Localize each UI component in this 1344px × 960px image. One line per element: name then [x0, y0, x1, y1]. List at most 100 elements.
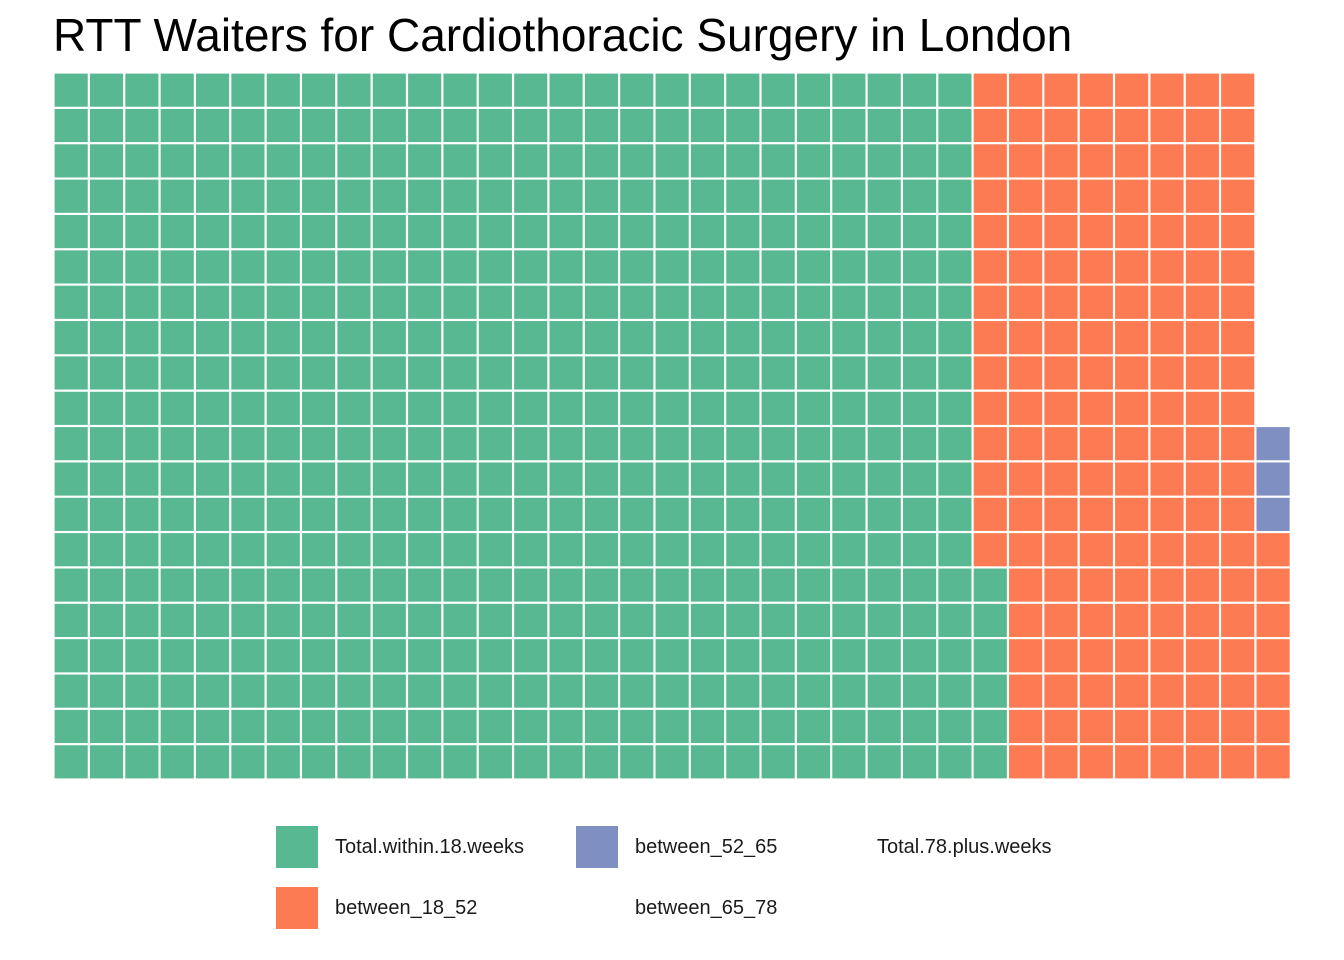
waffle-cell-1-382	[726, 709, 760, 744]
waffle-cell-2-104	[1150, 427, 1184, 461]
waffle-cell-1-113	[231, 321, 265, 355]
waffle-cell-2-65	[1079, 391, 1113, 425]
waffle-cell-1-102	[231, 709, 265, 744]
waffle-cell-2-64	[1079, 427, 1113, 461]
waffle-cell-1-339	[620, 108, 654, 143]
waffle-cell-1-524	[973, 639, 1007, 673]
waffle-cell-1-3	[54, 674, 88, 708]
waffle-cell-2-161	[1256, 533, 1290, 567]
waffle-cell-1-60	[125, 73, 159, 107]
waffle-cell-2-117	[1185, 674, 1219, 708]
waffle-cell-2-88	[1115, 285, 1149, 319]
waffle-cell-1-355	[655, 250, 689, 284]
waffle-cell-1-4	[54, 639, 88, 673]
waffle-cell-1-95	[196, 250, 230, 284]
waffle-cell-1-413	[761, 321, 795, 355]
waffle-cell-1-315	[584, 250, 618, 284]
waffle-cell-1-230	[443, 427, 477, 461]
waffle-cell-1-345	[655, 603, 689, 637]
waffle-cell-1-503	[938, 674, 972, 708]
waffle-cell-1-387	[726, 533, 760, 567]
waffle-cell-2-45	[1044, 391, 1078, 425]
waffle-cell-1-73	[160, 321, 194, 355]
waffle-cell-1-375	[690, 250, 725, 284]
waffle-cell-1-363	[690, 674, 725, 708]
waffle-cell-1-328	[620, 497, 654, 531]
waffle-cell-1-133	[266, 321, 300, 355]
waffle-cell-2-20	[1009, 568, 1043, 602]
waffle-cell-1-427	[796, 533, 831, 567]
waffle-cell-1-170	[337, 427, 371, 461]
legend-key-between-52-65	[576, 826, 618, 868]
waffle-cell-2-57	[1079, 674, 1113, 708]
waffle-cell-1-137	[266, 179, 300, 213]
waffle-cell-1-51	[125, 391, 159, 425]
waffle-cell-1-184	[372, 639, 406, 673]
waffle-cell-1-403	[761, 674, 795, 708]
waffle-cell-1-469	[867, 462, 901, 496]
waffle-cell-2-128	[1185, 285, 1219, 319]
waffle-cell-1-121	[266, 745, 300, 779]
waffle-cell-1-467	[867, 533, 901, 567]
waffle-cell-1-264	[514, 639, 548, 673]
waffle-cell-1-371	[690, 391, 725, 425]
waffle-cell-2-10	[973, 215, 1007, 249]
waffle-cell-1-509	[938, 462, 972, 496]
waffle-cell-1-377	[690, 179, 725, 213]
waffle-cell-1-182	[372, 709, 406, 744]
waffle-cell-2-9	[973, 250, 1007, 284]
waffle-cell-1-52	[125, 356, 159, 390]
waffle-cell-2-69	[1079, 250, 1113, 284]
waffle-cell-1-430	[796, 427, 831, 461]
waffle-cell-1-124	[266, 639, 300, 673]
waffle-cell-1-372	[690, 356, 725, 390]
waffle-cell-2-147	[1221, 321, 1255, 355]
waffle-cell-1-150	[302, 427, 336, 461]
waffle-cell-1-203	[408, 674, 442, 708]
waffle-cell-1-120	[231, 73, 265, 107]
waffle-cell-1-457	[832, 179, 866, 213]
waffle-cell-1-14	[54, 285, 88, 319]
waffle-cell-2-155	[1256, 745, 1290, 779]
waffle-cell-1-418	[761, 144, 795, 178]
waffle-cell-1-476	[867, 215, 901, 249]
waffle-cell-1-66	[160, 568, 194, 602]
waffle-cell-1-432	[796, 356, 831, 390]
waffle-cell-1-18	[54, 144, 88, 178]
waffle-cell-1-17	[54, 179, 88, 213]
waffle-cell-1-253	[478, 321, 512, 355]
waffle-cell-2-61	[1079, 533, 1113, 567]
waffle-cell-1-123	[266, 674, 300, 708]
waffle-cell-1-421	[796, 745, 831, 779]
waffle-cell-1-141	[302, 745, 336, 779]
waffle-cell-1-234	[443, 285, 477, 319]
waffle-cell-1-449	[832, 462, 866, 496]
waffle-cell-1-148	[302, 497, 336, 531]
waffle-cell-1-70	[160, 427, 194, 461]
waffle-cell-1-479	[867, 108, 901, 143]
waffle-cell-2-124	[1185, 427, 1219, 461]
waffle-cell-2-94	[1115, 73, 1149, 107]
waffle-cell-1-460	[832, 73, 866, 107]
waffle-cell-1-452	[832, 356, 866, 390]
legend-label-between-52-65: between_52_65	[635, 835, 778, 858]
waffle-cell-2-26	[1009, 356, 1043, 390]
waffle-cell-1-336	[620, 215, 654, 249]
waffle-cell-1-313	[584, 321, 618, 355]
waffle-cell-1-513	[938, 321, 972, 355]
waffle-cell-2-133	[1185, 108, 1219, 143]
waffle-cell-1-267	[514, 533, 548, 567]
waffle-cell-1-243	[478, 674, 512, 708]
waffle-cell-1-145	[302, 603, 336, 637]
waffle-cell-1-444	[832, 639, 866, 673]
waffle-cell-1-455	[832, 250, 866, 284]
waffle-cell-1-155	[302, 250, 336, 284]
waffle-cell-1-491	[903, 391, 937, 425]
waffle-cell-1-306	[584, 568, 618, 602]
waffle-cell-1-62	[160, 709, 194, 744]
waffle-cell-2-54	[1044, 73, 1078, 107]
waffle-cell-1-428	[796, 497, 831, 531]
waffle-cell-1-260	[478, 73, 512, 107]
waffle-cell-1-292	[549, 356, 583, 390]
waffle-cell-1-92	[196, 356, 230, 390]
